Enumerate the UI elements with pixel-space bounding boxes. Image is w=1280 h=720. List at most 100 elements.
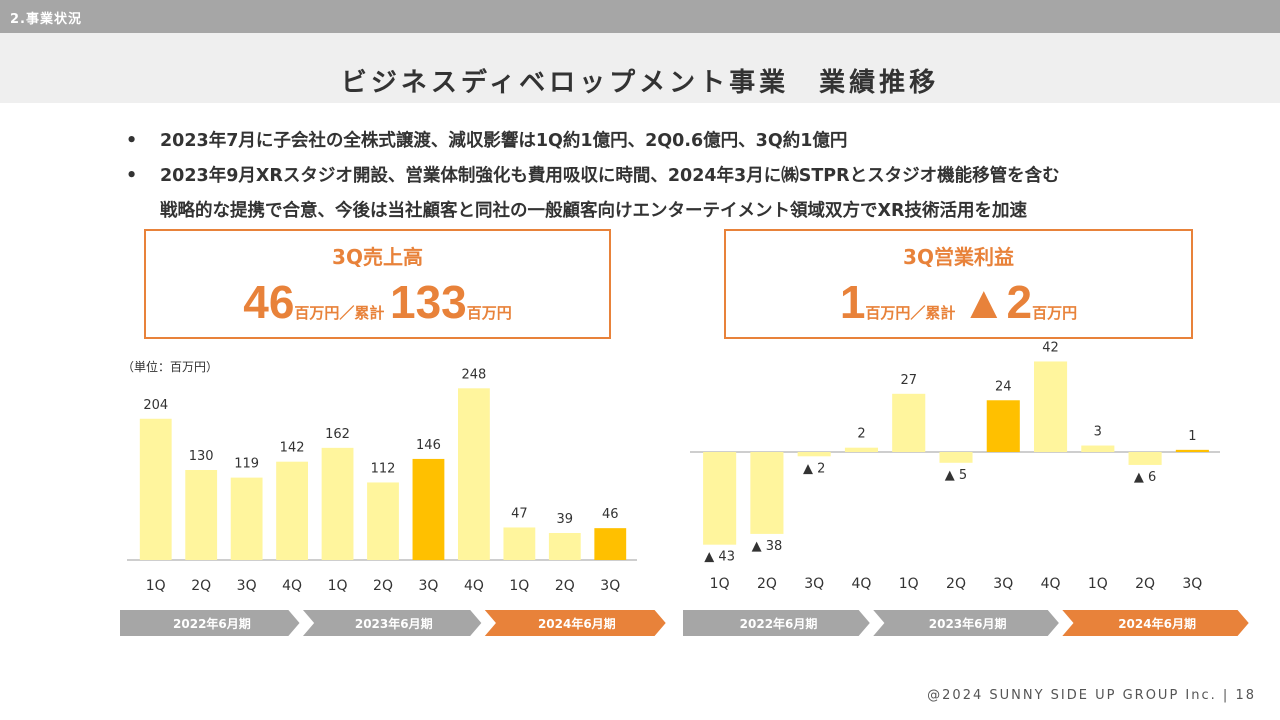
data-label: 42 [1042, 340, 1059, 355]
data-label: 142 [280, 441, 305, 456]
kpi-sales-unit: 百万円／累計 [294, 304, 385, 322]
kpi-sales-cum-unit: 百万円 [466, 304, 512, 322]
period-label: 2024年6月期 [1118, 616, 1196, 631]
unit-label: （単位：百万円） [122, 360, 219, 374]
chart-bar [703, 452, 737, 545]
chart-bar [594, 528, 627, 560]
chart-bar [548, 533, 581, 560]
bullet-marker: • [126, 131, 138, 151]
chart-bar [892, 393, 926, 452]
data-label: ▲ 38 [752, 539, 783, 554]
chart-bar [276, 461, 308, 560]
period-label: 2023年6月期 [929, 616, 1007, 631]
category-label: 4Q [851, 576, 871, 592]
kpi-profit-title: 3Q営業利益 [903, 245, 1014, 269]
data-label: 112 [371, 461, 396, 476]
category-label: 4Q [464, 578, 484, 594]
chart-bar [139, 418, 172, 560]
title-band [0, 33, 1280, 103]
chart-bar [797, 452, 831, 457]
page-number: 18 [1235, 688, 1256, 703]
kpi-profit-unit: 百万円／累計 [865, 304, 956, 322]
bullet-text-1: 2023年7月に子会社の全株式譲渡、減収影響は1Q約1億円、2Q0.6億円、3Q… [160, 131, 848, 151]
category-label: 1Q [146, 578, 166, 594]
kpi-sales-title: 3Q売上高 [332, 245, 423, 269]
category-label: 1Q [1088, 576, 1108, 592]
data-label: ▲ 6 [1134, 470, 1156, 485]
period-label: 2022年6月期 [740, 616, 818, 631]
data-label: 1 [1188, 429, 1196, 444]
category-label: 2Q [191, 578, 211, 594]
category-label: 2Q [1135, 576, 1155, 592]
category-label: 4Q [1041, 576, 1061, 592]
bullet-marker: • [126, 166, 138, 186]
period-label: 2023年6月期 [355, 616, 433, 631]
kpi-sales-value: 46百万円／累計 133百万円 [146, 275, 609, 329]
period-arrow [868, 608, 1062, 638]
chart-bar [986, 400, 1020, 452]
period-arrow [480, 608, 669, 638]
data-label: 39 [557, 512, 574, 527]
category-label: 1Q [899, 576, 919, 592]
data-label: 46 [602, 507, 619, 522]
chart-bar [230, 477, 263, 560]
bullet-item-1: • 2023年7月に子会社の全株式譲渡、減収影響は1Q約1億円、2Q0.6億円、… [126, 124, 1256, 159]
category-label: 1Q [710, 576, 730, 592]
category-label: 2Q [373, 578, 393, 594]
bullet-text-2: 2023年9月XRスタジオ開設、営業体制強化も費用吸収に時間、2024年3月に㈱… [160, 166, 1060, 186]
kpi-profit-value: 1百万円／累計 ▲2百万円 [726, 275, 1191, 329]
chart-bar [1081, 445, 1115, 452]
data-label: 248 [461, 367, 486, 382]
data-label: 24 [995, 379, 1012, 394]
chart-bar [412, 458, 445, 560]
chart-bar [1034, 361, 1068, 452]
data-label: 3 [1094, 425, 1102, 440]
kpi-profit-box: 3Q営業利益 1百万円／累計 ▲2百万円 [724, 229, 1193, 339]
chart-bar [503, 527, 536, 560]
chart-bar [321, 447, 354, 560]
data-label: 146 [416, 438, 441, 453]
chart-bar [939, 452, 973, 463]
footer-separator: | [1222, 688, 1230, 703]
category-label: 3Q [600, 578, 620, 594]
chart-bar [458, 388, 490, 560]
chart-bar [1175, 449, 1209, 452]
data-label: 27 [900, 373, 917, 388]
period-label: 2022年6月期 [173, 616, 251, 631]
kpi-sales-number: 46 [243, 276, 295, 328]
kpi-sales-cum-number: 133 [390, 276, 467, 328]
bullet-text-3: 戦略的な提携で合意、今後は当社顧客と同社の一般顧客向けエンターテイメント領域双方… [160, 201, 1027, 221]
page-title: ビジネスディベロップメント事業 業績推移 [340, 68, 940, 98]
data-label: ▲ 2 [803, 461, 825, 476]
period-arrow [298, 608, 484, 638]
period-label: 2024年6月期 [538, 616, 616, 631]
period-arrow [1058, 608, 1252, 638]
category-label: 2Q [757, 576, 777, 592]
section-label: 2.事業状況 [10, 12, 82, 27]
category-label: 1Q [328, 578, 348, 594]
data-label: 130 [189, 449, 214, 464]
footer: @2024 SUNNY SIDE UP GROUP Inc. | 18 [927, 688, 1256, 703]
data-label: 47 [511, 506, 528, 521]
period-arrow [118, 608, 303, 638]
data-label: ▲ 5 [945, 468, 967, 483]
data-label: 162 [325, 427, 350, 442]
chart-bar [185, 470, 218, 560]
section-bar: 2.事業状況 [0, 0, 1280, 33]
chart-bar [844, 447, 878, 452]
category-label: 2Q [946, 576, 966, 592]
category-label: 1Q [509, 578, 529, 594]
data-label: ▲ 43 [704, 550, 735, 565]
category-label: 4Q [282, 578, 302, 594]
chart-bar [367, 482, 399, 560]
category-label: 3Q [418, 578, 438, 594]
footer-copyright: @2024 SUNNY SIDE UP GROUP Inc. [927, 688, 1217, 703]
bullet-item-2: • 2023年9月XRスタジオ開設、営業体制強化も費用吸収に時間、2024年3月… [126, 159, 1256, 229]
category-label: 3Q [1182, 576, 1202, 592]
bullet-list: • 2023年7月に子会社の全株式譲渡、減収影響は1Q約1億円、2Q0.6億円、… [126, 124, 1256, 229]
chart-bar [750, 452, 784, 534]
category-label: 3Q [993, 576, 1013, 592]
kpi-profit-cum-unit: 百万円 [1032, 304, 1078, 322]
